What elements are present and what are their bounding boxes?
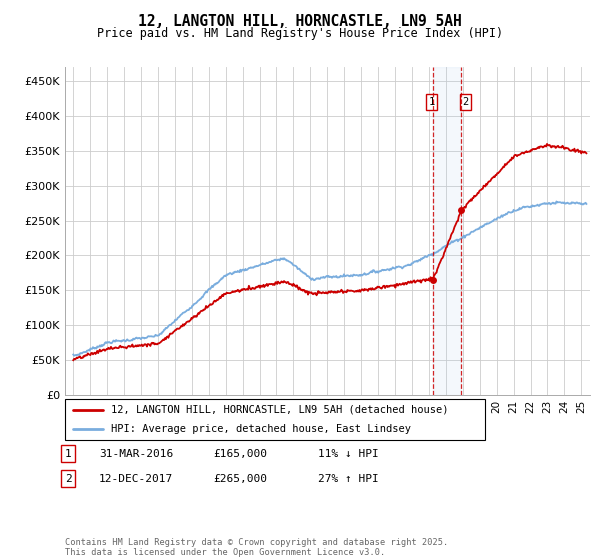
Text: 31-MAR-2016: 31-MAR-2016: [99, 449, 173, 459]
Text: 1: 1: [428, 97, 434, 107]
Bar: [433, 67, 461, 395]
Text: HPI: Average price, detached house, East Lindsey: HPI: Average price, detached house, East…: [111, 423, 411, 433]
Text: 2: 2: [463, 97, 469, 107]
FancyBboxPatch shape: [65, 399, 485, 440]
Text: £265,000: £265,000: [213, 474, 267, 484]
Text: 2: 2: [65, 474, 71, 484]
Text: 1: 1: [65, 449, 71, 459]
Text: 12, LANGTON HILL, HORNCASTLE, LN9 5AH (detached house): 12, LANGTON HILL, HORNCASTLE, LN9 5AH (d…: [111, 405, 449, 415]
Text: 12, LANGTON HILL, HORNCASTLE, LN9 5AH: 12, LANGTON HILL, HORNCASTLE, LN9 5AH: [138, 14, 462, 29]
Text: £165,000: £165,000: [213, 449, 267, 459]
Text: 11% ↓ HPI: 11% ↓ HPI: [318, 449, 379, 459]
Text: Contains HM Land Registry data © Crown copyright and database right 2025.
This d: Contains HM Land Registry data © Crown c…: [65, 538, 448, 557]
Text: 27% ↑ HPI: 27% ↑ HPI: [318, 474, 379, 484]
Text: Price paid vs. HM Land Registry's House Price Index (HPI): Price paid vs. HM Land Registry's House …: [97, 27, 503, 40]
Text: 12-DEC-2017: 12-DEC-2017: [99, 474, 173, 484]
